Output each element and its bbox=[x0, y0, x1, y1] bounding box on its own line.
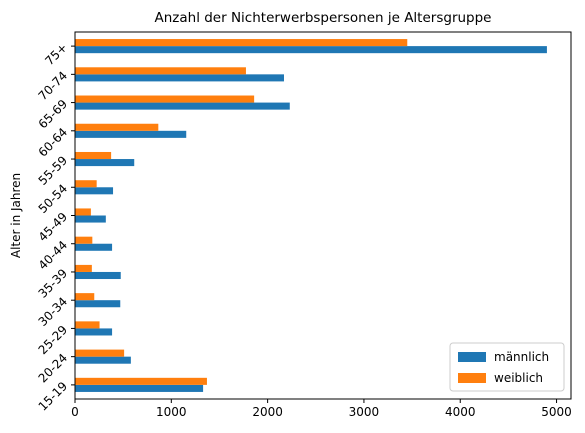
y-axis-label: Alter in Jahren bbox=[9, 173, 23, 258]
y-tick-label-35-39: 35-39 bbox=[36, 266, 71, 301]
bar-weiblich-15-19 bbox=[75, 377, 207, 385]
plot-frame bbox=[74, 31, 572, 400]
bar-maennlich-35-39 bbox=[75, 271, 121, 280]
x-tick-label-3000: 3000 bbox=[349, 405, 380, 419]
bar-maennlich-75+ bbox=[75, 46, 547, 54]
bar-maennlich-45-49 bbox=[75, 215, 106, 223]
y-tick-label-15-19: 15-19 bbox=[36, 379, 71, 414]
y-tick-label-45-49: 45-49 bbox=[36, 210, 71, 245]
x-tick-label-2000: 2000 bbox=[252, 405, 283, 419]
bar-weiblich-50-54 bbox=[75, 180, 97, 188]
y-tick-label-20-24: 20-24 bbox=[36, 351, 71, 386]
bar-maennlich-25-29 bbox=[75, 328, 113, 336]
x-tick-label-0: 0 bbox=[71, 405, 79, 419]
bar-maennlich-50-54 bbox=[75, 187, 114, 195]
bar-weiblich-25-29 bbox=[75, 321, 100, 329]
chart-title: Anzahl der Nichterwerbspersonen je Alter… bbox=[154, 10, 491, 26]
bar-maennlich-30-34 bbox=[75, 300, 121, 308]
y-tick-label-55-59: 55-59 bbox=[36, 153, 71, 188]
y-axis-ticks: 15-1920-2425-2930-3435-3940-4445-4950-54… bbox=[36, 40, 75, 414]
x-axis-ticks: 0 1000 2000 3000 4000 5000 bbox=[71, 399, 572, 419]
bar-maennlich-15-19 bbox=[75, 384, 204, 392]
legend-swatch-weiblich bbox=[458, 373, 486, 383]
y-tick-label-50-54: 50-54 bbox=[36, 181, 71, 216]
bar-weiblich-35-39 bbox=[75, 264, 92, 272]
bars-group bbox=[75, 39, 547, 392]
bar-weiblich-30-34 bbox=[75, 293, 95, 301]
bar-maennlich-55-59 bbox=[75, 159, 135, 167]
bar-maennlich-60-64 bbox=[75, 130, 187, 138]
bar-weiblich-45-49 bbox=[75, 208, 91, 216]
y-tick-label-30-34: 30-34 bbox=[36, 294, 71, 329]
y-tick-label-75+: 75+ bbox=[42, 40, 70, 68]
bar-maennlich-40-44 bbox=[75, 243, 113, 251]
y-tick-label-40-44: 40-44 bbox=[36, 238, 71, 273]
bar-weiblich-20-24 bbox=[75, 349, 125, 357]
x-tick-label-4000: 4000 bbox=[445, 405, 476, 419]
bar-weiblich-40-44 bbox=[75, 236, 93, 244]
bar-weiblich-65-69 bbox=[75, 95, 255, 103]
bar-weiblich-75+ bbox=[75, 39, 408, 47]
bar-weiblich-60-64 bbox=[75, 123, 159, 131]
legend-label-weiblich: weiblich bbox=[494, 371, 543, 385]
y-tick-label-25-29: 25-29 bbox=[36, 323, 71, 358]
bar-weiblich-70-74 bbox=[75, 67, 246, 75]
legend: männlich weiblich bbox=[449, 342, 565, 392]
y-tick-label-65-69: 65-69 bbox=[36, 97, 71, 132]
legend-label-maennlich: männlich bbox=[494, 350, 549, 364]
bar-weiblich-55-59 bbox=[75, 151, 112, 160]
y-tick-label-70-74: 70-74 bbox=[36, 69, 71, 104]
y-tick-label-60-64: 60-64 bbox=[36, 125, 71, 160]
bar-maennlich-20-24 bbox=[75, 356, 131, 364]
legend-swatch-maennlich bbox=[458, 352, 486, 362]
x-tick-label-1000: 1000 bbox=[156, 405, 187, 419]
bar-maennlich-70-74 bbox=[75, 74, 284, 82]
bar-maennlich-65-69 bbox=[75, 102, 290, 110]
x-tick-label-5000: 5000 bbox=[541, 405, 572, 419]
